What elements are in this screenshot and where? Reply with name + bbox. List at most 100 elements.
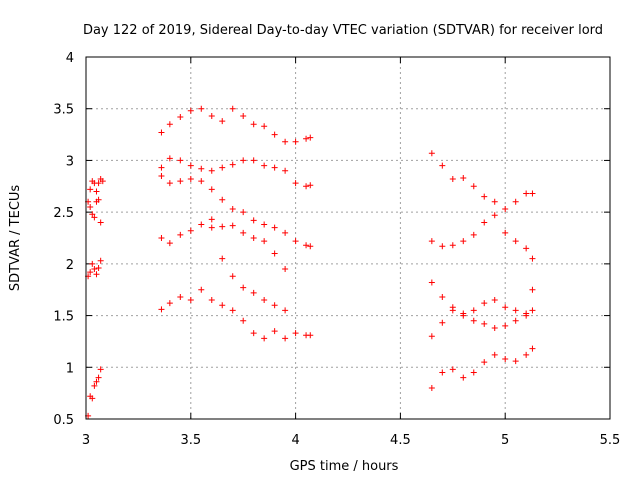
data-point [250, 217, 257, 224]
data-point [439, 369, 446, 376]
data-point [439, 243, 446, 250]
x-tick-label: 3.5 [180, 433, 201, 448]
data-point [502, 322, 509, 329]
data-point [87, 186, 94, 193]
data-point [439, 319, 446, 326]
data-point [158, 129, 165, 136]
data-point [292, 238, 299, 245]
data-point [292, 138, 299, 145]
data-point [261, 297, 268, 304]
data-point [261, 238, 268, 245]
data-point [491, 324, 498, 331]
y-axis-label: SDTVAR / TECUs [8, 185, 23, 292]
data-point [303, 183, 310, 190]
data-point [89, 395, 96, 402]
data-point [187, 162, 194, 169]
data-point [491, 351, 498, 358]
data-point [307, 332, 314, 339]
data-point [177, 178, 184, 185]
data-point [470, 317, 477, 324]
data-point [93, 198, 100, 205]
chart-title: Day 122 of 2019, Sidereal Day-to-day VTE… [83, 23, 603, 38]
data-point [177, 113, 184, 120]
data-point [177, 231, 184, 238]
data-point [240, 317, 247, 324]
data-point [282, 229, 289, 236]
data-point [198, 178, 205, 185]
data-point [229, 161, 236, 168]
data-point [303, 242, 310, 249]
data-point [523, 310, 530, 317]
series-track-5 [208, 224, 289, 314]
data-point [177, 157, 184, 164]
data-point [250, 235, 257, 241]
data-point [502, 206, 509, 213]
data-point [187, 297, 194, 304]
y-tick-labels: 0.5 1 1.5 2 2.5 3 3.5 4 [53, 51, 74, 428]
data-point [481, 320, 488, 327]
data-point [208, 186, 215, 193]
data-point [93, 188, 100, 195]
data-point [271, 302, 278, 309]
data-point [449, 366, 456, 373]
data-point [219, 164, 226, 171]
axis-ticks [85, 56, 611, 420]
data-point [93, 271, 100, 278]
data-point [481, 219, 488, 226]
data-point [271, 250, 278, 257]
data-point [177, 293, 184, 300]
data-point [158, 164, 165, 171]
data-point [187, 227, 194, 234]
data-point [529, 255, 536, 262]
data-point [428, 150, 435, 157]
data-point [502, 356, 509, 363]
series-late-4 [428, 286, 536, 340]
data-point [187, 107, 194, 114]
plot-frame [85, 56, 611, 420]
data-point [271, 131, 278, 138]
data-point [91, 382, 98, 389]
data-point [491, 212, 498, 219]
x-tick-label: 3 [82, 433, 90, 448]
data-point [198, 221, 205, 228]
data-point [250, 121, 257, 128]
data-point [491, 297, 498, 304]
data-point [449, 176, 456, 183]
data-point [481, 359, 488, 366]
data-point [470, 183, 477, 190]
y-tick-label: 2 [66, 258, 74, 273]
data-point [512, 307, 519, 314]
series-late-5 [428, 345, 536, 391]
data-point [439, 293, 446, 300]
data-point [229, 273, 236, 280]
data-point [282, 335, 289, 342]
data-point [439, 162, 446, 169]
data-point [282, 167, 289, 174]
data-point [481, 193, 488, 200]
data-point [460, 175, 467, 182]
data-point [512, 317, 519, 324]
data-point [449, 307, 456, 314]
data-point [529, 190, 536, 197]
data-point [470, 369, 477, 376]
data-point [470, 307, 477, 314]
data-point [250, 330, 257, 337]
data-point [502, 229, 509, 236]
data-point [219, 118, 226, 125]
data-point [529, 345, 536, 352]
series-track-2 [158, 155, 314, 190]
data-point [303, 135, 310, 142]
data-point [198, 286, 205, 293]
x-tick-label: 5 [501, 433, 509, 448]
data-point [158, 306, 165, 313]
data-point [491, 198, 498, 205]
data-point [292, 180, 299, 187]
data-point [208, 297, 215, 304]
x-tick-label: 4.5 [390, 433, 411, 448]
data-point [460, 238, 467, 245]
series-early-c [85, 257, 104, 280]
series-track-6 [158, 286, 314, 342]
data-point [428, 279, 435, 286]
grid [86, 57, 610, 419]
